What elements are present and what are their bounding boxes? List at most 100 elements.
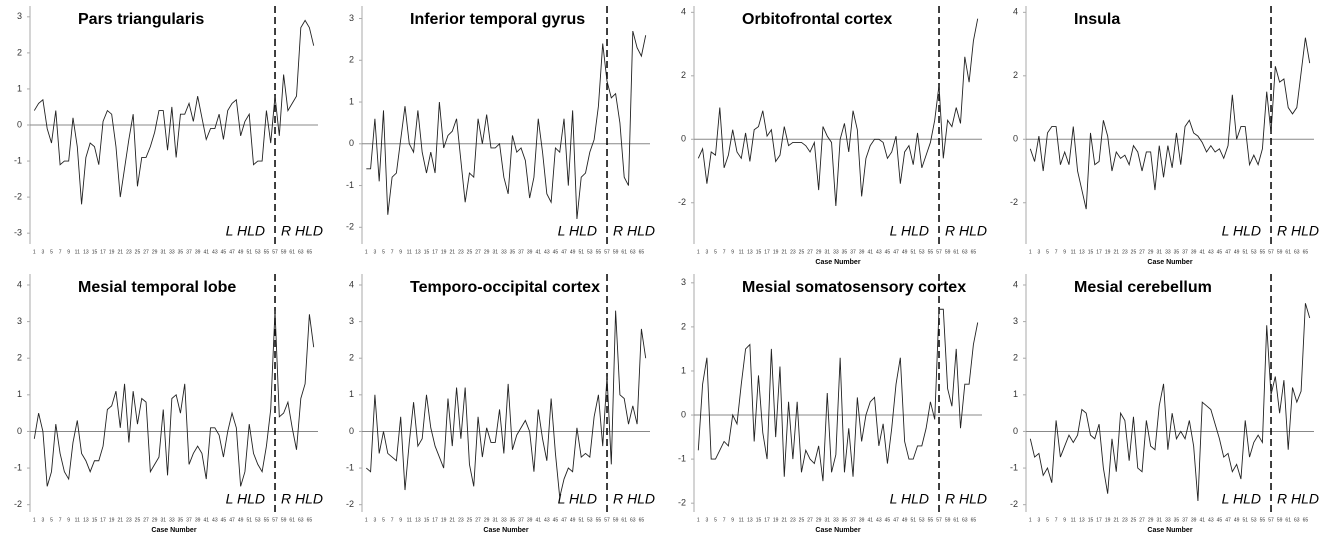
chart-title: Inferior temporal gyrus [410, 11, 586, 28]
x-tick-label: 15 [1088, 249, 1094, 255]
x-tick-label: 41 [1199, 249, 1205, 255]
x-tick-label: 11 [407, 517, 412, 523]
x-tick-label: 45 [221, 249, 227, 255]
x-tick-label: 43 [1208, 249, 1214, 255]
data-line [33, 19, 315, 205]
annotation: L HLD [558, 491, 597, 507]
x-tick-label: 63 [630, 249, 636, 255]
y-tick-label: 2 [17, 47, 22, 57]
x-tick-label: 45 [553, 249, 559, 255]
annotation: L HLD [890, 223, 929, 239]
x-tick-label: 5 [50, 249, 53, 255]
x-tick-label: 29 [484, 517, 490, 523]
x-tick-label: 13 [83, 249, 89, 255]
x-tick-label: 31 [492, 517, 498, 523]
panel: -2 -1 0 1 2 3 4 1 3 5 7 9 11 13 15 17 19 21 23 25 27 29 31 33 35… [0, 268, 332, 536]
x-tick-label: 59 [613, 249, 619, 255]
x-tick-label: 19 [109, 517, 115, 523]
x-tick-label: 47 [561, 249, 567, 255]
chart-title: Mesial cerebellum [1074, 279, 1212, 296]
y-tick-label: -3 [14, 228, 22, 238]
x-tick-label: 31 [824, 249, 830, 255]
x-tick-label: 63 [962, 517, 968, 523]
x-tick-label: 39 [859, 249, 865, 255]
y-tick-label: 0 [349, 426, 354, 436]
x-tick-label: 25 [799, 249, 805, 255]
x-tick-label: 55 [1260, 517, 1266, 523]
x-tick-label: 3 [1038, 249, 1041, 255]
y-tick-label: 0 [681, 134, 686, 144]
x-tick-label: 19 [773, 517, 779, 523]
x-tick-label: 51 [246, 249, 252, 255]
x-tick-label: 19 [1105, 517, 1111, 523]
x-tick-label: 43 [1208, 517, 1214, 523]
x-tick-label: 29 [816, 517, 822, 523]
x-tick-label: 3 [42, 517, 45, 523]
x-tick-label: 51 [1242, 517, 1248, 523]
x-tick-label: 27 [1139, 249, 1145, 255]
x-tick-label: 11 [739, 249, 744, 255]
y-tick-label: 0 [17, 119, 22, 129]
x-tick-label: 45 [885, 249, 891, 255]
x-tick-label: 21 [117, 517, 123, 523]
x-tick-label: 35 [842, 517, 848, 523]
x-tick-label: 17 [432, 517, 438, 523]
x-tick-label: 61 [621, 249, 627, 255]
x-tick-label: 47 [893, 517, 899, 523]
x-tick-label: 63 [962, 249, 968, 255]
x-tick-label: 53 [919, 517, 925, 523]
x-tick-label: 47 [1225, 249, 1231, 255]
data-line [1029, 303, 1311, 502]
x-tick-label: 27 [807, 249, 813, 255]
x-tick-label: 53 [1251, 249, 1257, 255]
x-tick-label: 9 [731, 517, 734, 523]
x-tick-label: 17 [432, 249, 438, 255]
x-tick-label: 49 [902, 517, 908, 523]
x-tick-label: 1 [1029, 249, 1032, 255]
x-tick-label: 25 [1131, 517, 1137, 523]
x-tick-label: 43 [212, 249, 218, 255]
chart-title: Insula [1074, 11, 1121, 28]
x-tick-label: 15 [92, 249, 98, 255]
x-tick-label: 15 [424, 249, 430, 255]
x-tick-label: 39 [527, 249, 533, 255]
x-tick-label: 7 [1055, 517, 1058, 523]
x-tick-label: 9 [1063, 517, 1066, 523]
x-tick-label: 57 [272, 517, 278, 523]
data-line [697, 308, 979, 482]
x-tick-label: 1 [697, 249, 700, 255]
x-tick-label: 57 [936, 517, 942, 523]
x-tick-label: 21 [781, 249, 787, 255]
x-tick-label: 1 [33, 249, 36, 255]
x-tick-label: 59 [281, 249, 287, 255]
y-tick-label: -1 [14, 462, 22, 472]
x-tick-label: 59 [281, 517, 287, 523]
x-tick-label: 35 [1174, 249, 1180, 255]
x-tick-label: 7 [391, 249, 394, 255]
x-tick-label: 47 [229, 249, 235, 255]
x-tick-label: 17 [1096, 249, 1102, 255]
x-tick-label: 29 [484, 249, 490, 255]
x-tick-label: 5 [382, 517, 385, 523]
x-tick-label: 19 [441, 249, 447, 255]
x-tick-label: 7 [59, 249, 62, 255]
y-tick-label: -2 [1010, 197, 1018, 207]
x-tick-label: 19 [1105, 249, 1111, 255]
x-tick-label: 41 [535, 517, 541, 523]
x-tick-label: 9 [731, 249, 734, 255]
x-tick-label: 21 [1113, 249, 1119, 255]
panel: -2 0 2 4 1 3 5 7 9 11 13 15 17 19 21 23 25 27 29 31 33 35 37 39… [664, 0, 996, 268]
x-tick-label: 23 [790, 517, 796, 523]
x-tick-label: 51 [910, 249, 916, 255]
y-tick-label: 0 [17, 426, 22, 436]
annotation: R HLD [1277, 223, 1319, 239]
panel: -2 -1 0 1 2 3 4 1 3 5 7 9 11 13 15 17 19 21 23 25 27 29 31 33 35… [332, 268, 664, 536]
x-tick-label: 3 [374, 517, 377, 523]
x-tick-label: 23 [1122, 249, 1128, 255]
x-tick-label: 21 [117, 249, 123, 255]
x-tick-label: 55 [596, 517, 602, 523]
x-tick-label: 13 [415, 517, 421, 523]
y-tick-label: 1 [1013, 389, 1018, 399]
x-tick-label: 7 [723, 517, 726, 523]
